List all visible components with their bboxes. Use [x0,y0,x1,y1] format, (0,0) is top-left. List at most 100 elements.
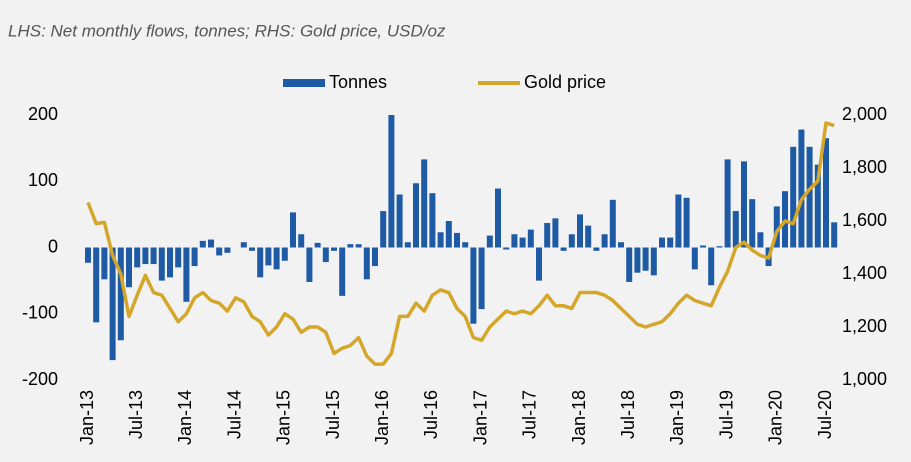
bar [618,242,624,248]
bar [560,247,567,251]
bar [363,247,370,280]
bar [486,235,493,248]
bar [585,225,592,248]
bar [609,199,616,248]
bar [290,212,296,248]
bar [831,222,838,248]
y-tick-label: 100 [28,170,58,190]
bar [372,247,378,267]
x-tick-label: Jul-18 [618,390,638,439]
bar [396,194,403,248]
bar [347,244,354,248]
y2-tick-label: 1,000 [842,369,887,389]
bar [519,237,526,248]
bar [126,247,132,288]
bar [454,232,460,248]
bar [388,115,395,248]
bar [142,247,149,265]
bar [421,159,428,248]
y2-tick-label: 1,200 [842,316,887,336]
bar [298,234,305,248]
bar [429,193,436,248]
y2-tick-label: 2,000 [842,104,887,124]
bar [257,247,264,278]
x-tick-label: Jan-15 [274,390,294,445]
bar [642,247,649,271]
bar [380,211,387,248]
x-tick-label: Jul-16 [421,390,441,439]
bar [650,247,657,276]
bar [708,247,715,286]
bar [175,247,182,268]
x-tick-label: Jul-19 [716,390,736,439]
bar [158,247,165,281]
x-tick-label: Jan-18 [569,390,589,445]
bar [536,247,542,281]
bar [134,247,141,268]
bar [331,247,337,251]
line [86,121,835,366]
bar [790,146,797,248]
x-tick-label: Jan-13 [77,390,97,445]
bar [601,234,608,248]
bar [634,247,641,273]
y2-tick-label: 1,400 [842,263,887,283]
bar [527,229,534,248]
bar [117,247,124,341]
bar [191,247,198,267]
bar [183,247,190,302]
bar [568,234,575,248]
bar [462,242,469,248]
bar [700,245,706,248]
bar [240,242,247,248]
bar [732,211,739,248]
y-tick-label: -100 [22,303,58,323]
bar [749,199,756,248]
bar [404,242,411,248]
bar [757,232,764,248]
bar [806,146,813,248]
bar [216,247,223,256]
bar [773,206,780,248]
y-tick-label: 200 [28,104,58,124]
bar [93,247,100,323]
chart-subtitle: LHS: Net monthly flows, tonnes; RHS: Gol… [8,21,446,40]
bar [814,164,821,248]
x-tick-label: Jan-20 [766,390,786,445]
bar [437,232,444,248]
bar [577,214,583,248]
bar [281,247,288,261]
bar [470,247,477,324]
legend-label: Tonnes [329,72,387,92]
bar [716,246,723,248]
bar [339,247,346,296]
bar [675,194,682,248]
legend-swatch [283,79,325,87]
bar [741,161,747,248]
bar [724,159,731,248]
bar [199,240,206,248]
bar [445,221,452,248]
bar [626,247,633,282]
bar [306,247,313,282]
bar [667,237,674,248]
bar [265,247,272,266]
bar [167,247,173,278]
x-tick-label: Jul-15 [323,390,343,439]
x-tick-label: Jul-14 [224,390,244,439]
x-tick-label: Jul-17 [520,390,540,439]
y-tick-label: -200 [22,369,58,389]
bar [150,247,157,265]
bar [544,222,551,248]
bar [683,197,690,248]
bar [101,247,108,280]
x-tick-label: Jan-16 [372,390,392,445]
bar [273,247,280,270]
bar [593,247,600,251]
bar [85,247,91,263]
y-tick-label: 0 [48,236,58,256]
bar [478,247,485,310]
x-tick-label: Jul-13 [126,390,146,439]
bar [314,242,321,248]
